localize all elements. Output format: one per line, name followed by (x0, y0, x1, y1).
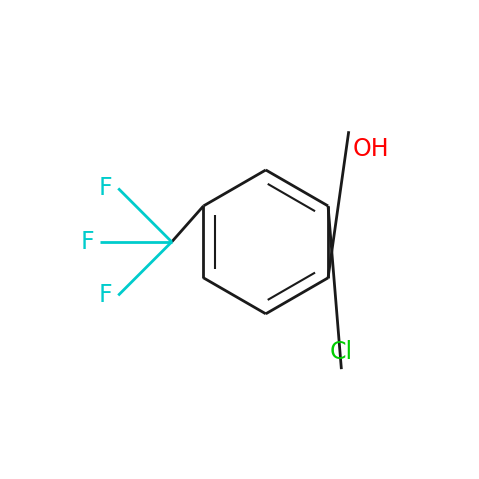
Text: OH: OH (353, 137, 389, 161)
Text: F: F (80, 230, 94, 254)
Text: F: F (99, 176, 113, 200)
Text: F: F (99, 284, 113, 308)
Text: Cl: Cl (330, 340, 353, 364)
